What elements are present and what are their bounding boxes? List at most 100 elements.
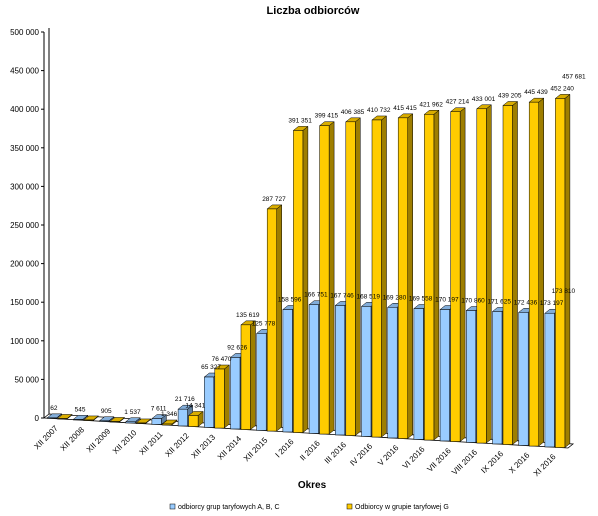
x-tick-label: VIII 2016: [450, 447, 479, 476]
x-axis-label: Okres: [298, 480, 327, 491]
data-label-series-a: 166 751: [304, 292, 328, 299]
y-tick-label: 250 000: [10, 221, 39, 230]
x-tick-label: XII 2014: [216, 434, 244, 462]
legend: odbiorcy grup taryfowych A, B, C Odbiorcy…: [169, 503, 449, 511]
data-label-series-g: 452 240: [550, 85, 574, 92]
y-tick-label: 500 000: [10, 28, 39, 37]
data-label-series-a: 125 778: [252, 320, 276, 327]
x-tick-label: I 2016: [274, 437, 296, 459]
legend-item: Odbiorcy w grupie taryfowej G: [346, 503, 449, 511]
x-tick-label: XII 2007: [32, 423, 60, 451]
x-tick-label: II 2016: [298, 438, 322, 462]
chart-title: Liczba odbiorców: [267, 5, 360, 17]
data-label-series-a: 170 197: [435, 297, 459, 304]
bar-series-g: [240, 320, 257, 431]
y-tick-label: 100 000: [10, 337, 39, 346]
data-label-series-g: 287 727: [262, 196, 286, 203]
x-tick-label: IX 2016: [479, 449, 505, 475]
x-tick-label: XII 2008: [59, 425, 87, 453]
data-label-series-g: 439 205: [498, 92, 522, 99]
bar-series-g: [187, 410, 204, 428]
data-label-series-g: 427 214: [446, 99, 470, 106]
data-label-series-g: 135 619: [236, 312, 260, 319]
data-label-series-a: 169 558: [409, 296, 433, 303]
bar-series-g: [135, 418, 152, 425]
data-label-series-g: 76 470: [212, 356, 232, 363]
x-tick-label: XII 2012: [163, 431, 191, 459]
x-tick-label: IV 2016: [348, 441, 374, 467]
data-label-series-g: 399 415: [315, 113, 339, 120]
y-tick-label: 150 000: [10, 298, 39, 307]
data-label-series-a: 167 746: [330, 292, 354, 299]
legend-swatch: [169, 503, 176, 510]
data-label-series-g: 445 439: [524, 89, 548, 96]
bar-series-g: [161, 419, 178, 426]
y-tick-label: 450 000: [10, 67, 39, 76]
y-tick-label: 350 000: [10, 144, 39, 153]
bar-series-a: [151, 414, 168, 425]
bar-series-a: [124, 417, 141, 424]
bar-series-g: [345, 117, 362, 437]
x-tick-label: III 2016: [323, 440, 349, 466]
bar-series-g: [476, 104, 493, 444]
legend-label: odbiorcy grup taryfowych A, B, C: [178, 504, 280, 511]
bar-series-a: [98, 416, 115, 422]
data-label-series-a: 173 197: [540, 300, 564, 307]
x-tick-label: V 2016: [376, 443, 401, 468]
y-tick-label: 50 000: [15, 375, 40, 384]
x-tick-label: XII 2010: [111, 428, 139, 456]
data-label-series-g: 14 341: [185, 402, 205, 409]
data-label-series-a: 62: [50, 405, 58, 412]
data-label-series-a: 1 537: [124, 409, 141, 416]
data-label-series-a: 545: [75, 406, 86, 413]
bar-series-g: [397, 113, 414, 440]
legend-swatch: [346, 503, 353, 510]
x-tick-label: XII 2009: [85, 426, 113, 454]
legend-label: Odbiorcy w grupie taryfowej G: [355, 504, 449, 511]
data-label-extra: 173 810: [552, 288, 576, 295]
data-label-series-g: 421 962: [419, 101, 443, 108]
data-label-series-g: 406 385: [341, 109, 365, 116]
bars: [46, 93, 571, 449]
bar-series-g: [423, 109, 440, 441]
bar-series-g: [214, 364, 231, 429]
x-tick-label: XII 2011: [138, 429, 165, 456]
x-tick-label: VI 2016: [401, 444, 427, 470]
y-tick-label: 0: [35, 414, 40, 423]
x-tick-label: VII 2016: [425, 446, 453, 474]
y-tick-label: 300 000: [10, 182, 39, 191]
bar-series-g: [56, 413, 73, 420]
data-label-series-a: 7 611: [151, 406, 167, 413]
data-label-series-a: 65 327: [201, 364, 221, 371]
data-label-series-a: 170 860: [461, 298, 485, 305]
data-label-series-a: 905: [101, 408, 112, 415]
bar-series-a: [72, 414, 89, 421]
data-label-extra: 457 681: [562, 73, 586, 80]
data-label-series-a: 171 625: [488, 298, 512, 305]
bar-series-g: [83, 415, 100, 422]
data-label-series-g: 391 351: [288, 117, 312, 124]
data-label-series-g: 1 346: [161, 411, 178, 418]
data-label-series-g: 433 001: [472, 96, 496, 103]
bar-series-g: [449, 107, 466, 443]
data-label-series-a: 172 436: [514, 299, 538, 306]
bar-series-g: [266, 204, 283, 432]
x-tick-label: XII 2015: [242, 435, 270, 463]
data-label-series-g: 410 732: [367, 107, 391, 114]
bar-series-g: [371, 115, 388, 438]
data-label-series-a: 168 519: [357, 293, 381, 300]
x-tick-label: XI 2016: [532, 452, 558, 478]
bar-series-a: [46, 413, 63, 419]
bar-series-g: [528, 97, 545, 447]
y-tick-label: 200 000: [10, 260, 39, 269]
data-label-series-a: 21 716: [175, 396, 195, 403]
bar-series-g: [318, 121, 335, 435]
data-label-series-a: 158 596: [278, 297, 302, 304]
x-tick-label: XII 2013: [190, 432, 218, 460]
x-tick-label: X 2016: [507, 450, 532, 475]
bar-series-g: [554, 93, 571, 449]
data-label-series-g: 415 415: [393, 105, 417, 112]
bar-series-g: [292, 125, 309, 434]
